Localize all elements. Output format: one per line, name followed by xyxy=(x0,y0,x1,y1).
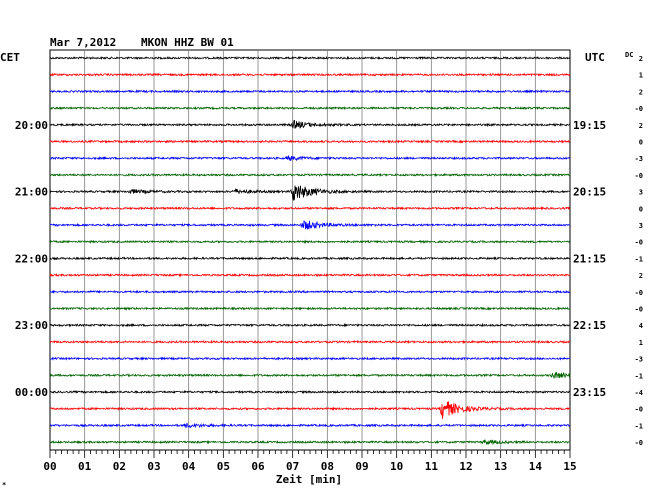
dc-offset-label: -1 xyxy=(635,255,643,263)
right-hour-label: 20:15 xyxy=(573,186,606,199)
right-hour-label: 22:15 xyxy=(573,319,606,332)
trace-1 xyxy=(49,55,571,61)
trace-rows xyxy=(49,55,571,446)
dc-offset-label: 2 xyxy=(639,272,643,280)
x-tick-label: 05 xyxy=(217,460,230,473)
x-axis: 00 01 02 03 04 05 06 07 08 09 10 11 12 13 14 15 xyxy=(43,450,577,473)
minute-grid xyxy=(84,50,536,450)
x-tick-label: 00 xyxy=(43,460,56,473)
dc-offset-labels: 2 1 2 -0 2 0 -3 -0 3 0 3 -0 -1 2 -0 -0 4 1 -3 -1 -4 -0 -1 -0 xyxy=(635,55,643,447)
trace-17 xyxy=(49,322,571,328)
dc-offset-label: -3 xyxy=(635,155,643,163)
x-tick-label: 04 xyxy=(182,460,196,473)
trace-16 xyxy=(49,306,571,311)
dc-offset-label: 1 xyxy=(639,339,643,347)
dc-offset-label: -3 xyxy=(635,356,643,364)
x-tick-label: 09 xyxy=(355,460,368,473)
plot-frame xyxy=(49,49,571,451)
dc-offset-label: -4 xyxy=(635,389,643,397)
trace-10 xyxy=(49,205,571,211)
dc-offset-label: -1 xyxy=(635,422,643,430)
trace-4 xyxy=(49,105,571,111)
trace-2 xyxy=(49,72,571,77)
x-tick-label: 13 xyxy=(494,460,507,473)
dc-offset-label: -0 xyxy=(635,239,643,247)
dc-header-label: DC xyxy=(625,51,633,59)
trace-13 xyxy=(49,256,571,261)
x-tick-label: 12 xyxy=(459,460,472,473)
dc-offset-label: -0 xyxy=(635,172,643,180)
left-timezone-label: CET xyxy=(0,51,20,64)
dc-offset-label: 1 xyxy=(639,72,643,80)
right-hour-label: 21:15 xyxy=(573,252,606,265)
x-axis-title: Zeit [min] xyxy=(276,473,342,486)
dc-offset-label: -0 xyxy=(635,439,643,447)
right-hour-label: 19:15 xyxy=(573,119,606,132)
trace-24 xyxy=(49,439,571,446)
dc-offset-label: 2 xyxy=(639,55,643,63)
trace-8 xyxy=(49,172,571,178)
x-tick-label: 10 xyxy=(390,460,403,473)
x-tick-label: 01 xyxy=(78,460,92,473)
dc-offset-label: 2 xyxy=(639,88,643,96)
dc-offset-label: -0 xyxy=(635,105,643,113)
x-tick-label: 03 xyxy=(147,460,160,473)
left-hour-label: 23:00 xyxy=(15,319,48,332)
x-tick-label: 08 xyxy=(321,460,334,473)
x-tick-label: 15 xyxy=(563,460,576,473)
right-hour-labels: 19:15 20:15 21:15 22:15 23:15 xyxy=(573,119,606,399)
trace-23 xyxy=(49,422,571,429)
left-hour-labels: 20:00 21:00 22:00 23:00 00:00 xyxy=(15,119,48,399)
right-timezone-label: UTC xyxy=(585,51,605,64)
dc-offset-label: 4 xyxy=(639,322,643,330)
trace-6 xyxy=(49,139,571,144)
header-date: Mar 7,2012 xyxy=(50,36,116,49)
dc-offset-label: -0 xyxy=(635,406,643,414)
dc-offset-label: 0 xyxy=(639,139,643,147)
trace-9 xyxy=(49,185,571,202)
corner-mark: * xyxy=(2,481,6,489)
header-station: MKON HHZ BW 01 xyxy=(141,36,234,49)
x-tick-label: 07 xyxy=(286,460,299,473)
trace-14 xyxy=(49,272,571,278)
trace-20 xyxy=(49,371,571,379)
left-hour-label: 22:00 xyxy=(15,252,48,265)
trace-11 xyxy=(49,220,571,230)
trace-15 xyxy=(49,289,571,294)
dc-offset-label: -1 xyxy=(635,372,643,380)
x-tick-label: 11 xyxy=(425,460,439,473)
x-tick-label: 02 xyxy=(113,460,126,473)
dc-offset-label: -0 xyxy=(635,306,643,314)
x-tick-label: 06 xyxy=(251,460,265,473)
trace-7 xyxy=(49,155,571,162)
trace-12 xyxy=(49,239,571,244)
trace-18 xyxy=(49,339,571,345)
trace-22 xyxy=(49,401,571,419)
dc-offset-label: 3 xyxy=(639,189,643,197)
left-hour-label: 00:00 xyxy=(15,386,48,399)
trace-5 xyxy=(49,119,571,129)
x-tick-label: 14 xyxy=(529,460,543,473)
trace-3 xyxy=(49,89,571,94)
dc-offset-label: 3 xyxy=(639,222,643,230)
trace-19 xyxy=(49,356,571,361)
dc-offset-label: 0 xyxy=(639,205,643,213)
right-hour-label: 23:15 xyxy=(573,386,606,399)
dc-offset-label: -0 xyxy=(635,289,643,297)
dc-offset-label: 2 xyxy=(639,122,643,130)
left-hour-label: 21:00 xyxy=(15,186,48,199)
trace-21 xyxy=(49,389,571,395)
left-hour-label: 20:00 xyxy=(15,119,48,132)
